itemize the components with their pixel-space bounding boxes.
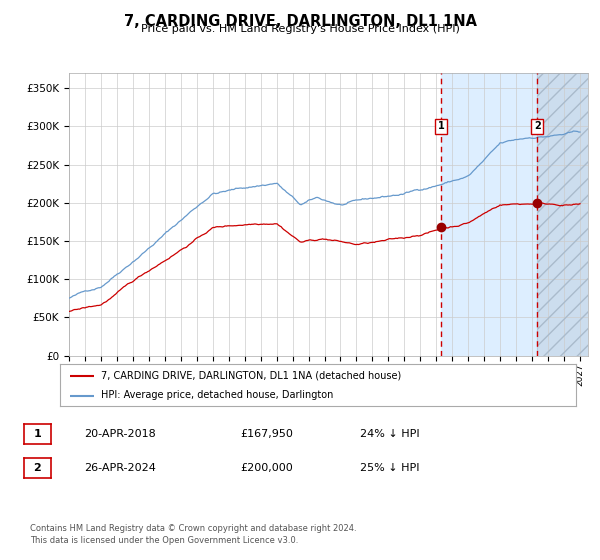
Text: Price paid vs. HM Land Registry's House Price Index (HPI): Price paid vs. HM Land Registry's House … <box>140 24 460 34</box>
Bar <box>537 73 588 356</box>
Text: Contains HM Land Registry data © Crown copyright and database right 2024.
This d: Contains HM Land Registry data © Crown c… <box>30 524 356 545</box>
Text: HPI: Average price, detached house, Darlington: HPI: Average price, detached house, Darl… <box>101 390 334 400</box>
Bar <box>441 73 537 356</box>
Text: £167,950: £167,950 <box>240 429 293 439</box>
Text: 2: 2 <box>34 463 41 473</box>
Text: 26-APR-2024: 26-APR-2024 <box>84 463 156 473</box>
Text: 2: 2 <box>534 122 541 131</box>
Text: 25% ↓ HPI: 25% ↓ HPI <box>360 463 419 473</box>
Text: 24% ↓ HPI: 24% ↓ HPI <box>360 429 419 439</box>
Text: 7, CARDING DRIVE, DARLINGTON, DL1 1NA (detached house): 7, CARDING DRIVE, DARLINGTON, DL1 1NA (d… <box>101 371 401 381</box>
Text: 1: 1 <box>34 429 41 439</box>
Text: £200,000: £200,000 <box>240 463 293 473</box>
Bar <box>537 73 588 356</box>
Text: 20-APR-2018: 20-APR-2018 <box>84 429 156 439</box>
Text: 1: 1 <box>438 122 445 131</box>
Text: 7, CARDING DRIVE, DARLINGTON, DL1 1NA: 7, CARDING DRIVE, DARLINGTON, DL1 1NA <box>124 14 476 29</box>
